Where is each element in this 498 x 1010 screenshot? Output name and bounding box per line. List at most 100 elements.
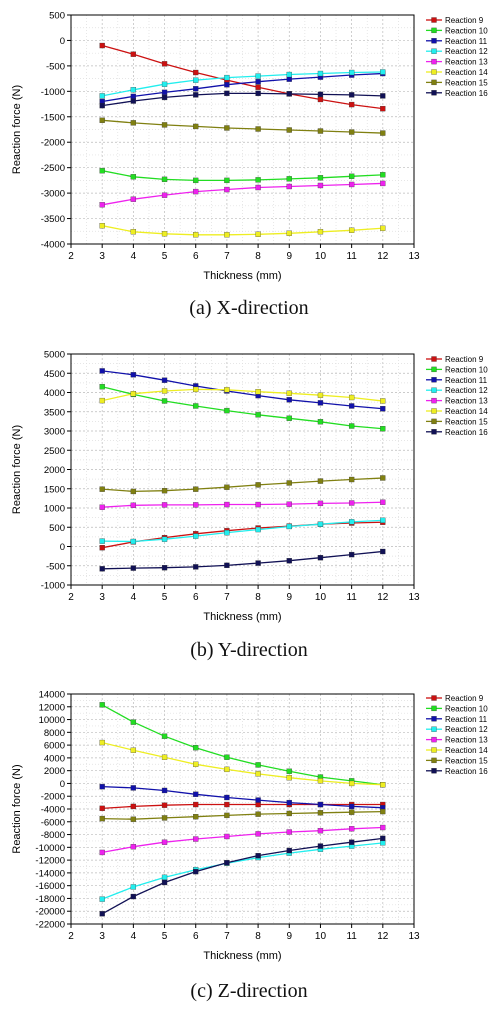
data-point bbox=[380, 406, 386, 412]
data-point bbox=[224, 794, 230, 801]
x-tick-label: 13 bbox=[408, 592, 420, 603]
legend-entry: Reaction 9 bbox=[445, 16, 484, 25]
data-point bbox=[130, 87, 137, 93]
data-point bbox=[193, 69, 199, 76]
data-point bbox=[317, 828, 324, 834]
legend-entry: Reaction 10 bbox=[445, 26, 488, 35]
data-point bbox=[193, 403, 199, 409]
legend-marker bbox=[431, 757, 437, 764]
data-point bbox=[161, 874, 168, 881]
x-tick-label: 9 bbox=[286, 592, 292, 603]
y-tick-label: -500 bbox=[46, 61, 65, 72]
data-point bbox=[348, 394, 355, 401]
x-tick-label: 2 bbox=[68, 592, 74, 603]
legend-marker bbox=[431, 366, 437, 373]
data-point bbox=[317, 843, 324, 849]
legend-entry: Reaction 15 bbox=[445, 756, 488, 765]
data-point bbox=[348, 403, 355, 409]
series-line-reaction-16 bbox=[102, 550, 383, 570]
legend-entry: Reaction 9 bbox=[445, 355, 484, 364]
series-line-reaction-14 bbox=[102, 741, 383, 786]
x-tick-label: 10 bbox=[315, 251, 327, 262]
panel-caption: (c) Z-direction bbox=[190, 980, 307, 1002]
data-point bbox=[161, 839, 168, 845]
data-point bbox=[99, 93, 105, 99]
data-point bbox=[99, 849, 105, 856]
legend-marker bbox=[431, 38, 437, 44]
data-point bbox=[348, 839, 355, 845]
y-tick-label: -1500 bbox=[41, 112, 65, 123]
data-point bbox=[161, 377, 168, 383]
x-axis-title: Thickness (mm) bbox=[203, 611, 281, 623]
legend-entry: Reaction 12 bbox=[445, 386, 488, 395]
data-point bbox=[286, 176, 292, 182]
series-line-reaction-11 bbox=[102, 72, 383, 103]
y-tick-label: 6000 bbox=[44, 741, 65, 752]
data-point bbox=[286, 397, 292, 403]
series-line-reaction-15 bbox=[102, 119, 383, 134]
data-point bbox=[380, 180, 386, 187]
data-point bbox=[286, 829, 292, 835]
data-point bbox=[161, 565, 168, 571]
y-axis: -22000-20000-18000-16000-14000-12000-100… bbox=[35, 690, 71, 931]
data-point bbox=[286, 768, 292, 774]
x-tick-label: 5 bbox=[162, 251, 168, 262]
x-tick-label: 4 bbox=[131, 251, 137, 262]
chart-panel-3: 2 3 4 5 6 7 8 9 10 11 12 13-22000-20000-18000-16000… bbox=[11, 689, 494, 1002]
data-point bbox=[99, 545, 105, 551]
legend-entry: Reaction 11 bbox=[445, 376, 488, 385]
data-point bbox=[380, 105, 386, 112]
data-point bbox=[348, 519, 355, 525]
data-point bbox=[99, 783, 105, 790]
data-point bbox=[161, 787, 168, 794]
data-point bbox=[286, 810, 292, 817]
legend-entry: Reaction 14 bbox=[445, 68, 488, 77]
data-point bbox=[255, 771, 261, 777]
y-tick-label: -1000 bbox=[41, 581, 65, 592]
data-point bbox=[161, 733, 168, 739]
data-point bbox=[380, 835, 386, 842]
data-point bbox=[193, 177, 199, 184]
y-tick-label: -14000 bbox=[35, 868, 65, 879]
data-point bbox=[380, 782, 386, 788]
legend-marker bbox=[431, 48, 437, 54]
series-line-reaction-15 bbox=[102, 477, 383, 493]
y-tick-label: 1500 bbox=[44, 484, 65, 495]
plot-frame bbox=[70, 14, 415, 245]
y-tick-label: -2000 bbox=[41, 792, 65, 803]
data-point bbox=[286, 558, 292, 564]
legend-entry: Reaction 16 bbox=[445, 89, 488, 98]
data-point bbox=[224, 562, 230, 569]
data-point bbox=[380, 499, 386, 505]
data-point bbox=[255, 526, 261, 533]
y-tick-label: 10000 bbox=[39, 715, 65, 726]
data-point bbox=[224, 387, 230, 393]
x-tick-label: 13 bbox=[408, 931, 420, 942]
x-axis: 2 3 4 5 6 7 8 9 10 11 12 13 bbox=[68, 585, 420, 603]
data-point bbox=[255, 79, 261, 85]
y-tick-label: -2000 bbox=[41, 138, 65, 149]
data-point bbox=[130, 98, 137, 104]
data-point bbox=[255, 501, 261, 508]
data-point bbox=[380, 517, 386, 523]
x-tick-label: 3 bbox=[99, 251, 105, 262]
data-point bbox=[99, 117, 105, 123]
data-point bbox=[161, 488, 168, 494]
x-axis-title: Thickness (mm) bbox=[203, 950, 281, 962]
x-tick-label: 8 bbox=[255, 592, 261, 603]
x-tick-label: 7 bbox=[224, 931, 230, 942]
legend-marker bbox=[431, 429, 437, 435]
data-point bbox=[255, 852, 261, 859]
y-tick-label: 5000 bbox=[44, 350, 65, 361]
data-point bbox=[130, 51, 137, 57]
data-point bbox=[99, 566, 105, 572]
x-tick-label: 7 bbox=[224, 592, 230, 603]
data-point bbox=[99, 223, 105, 229]
data-point bbox=[130, 844, 137, 850]
data-point bbox=[161, 388, 168, 394]
data-point bbox=[130, 884, 137, 890]
legend-marker bbox=[431, 79, 437, 86]
data-point bbox=[161, 398, 168, 404]
data-point bbox=[193, 486, 199, 492]
